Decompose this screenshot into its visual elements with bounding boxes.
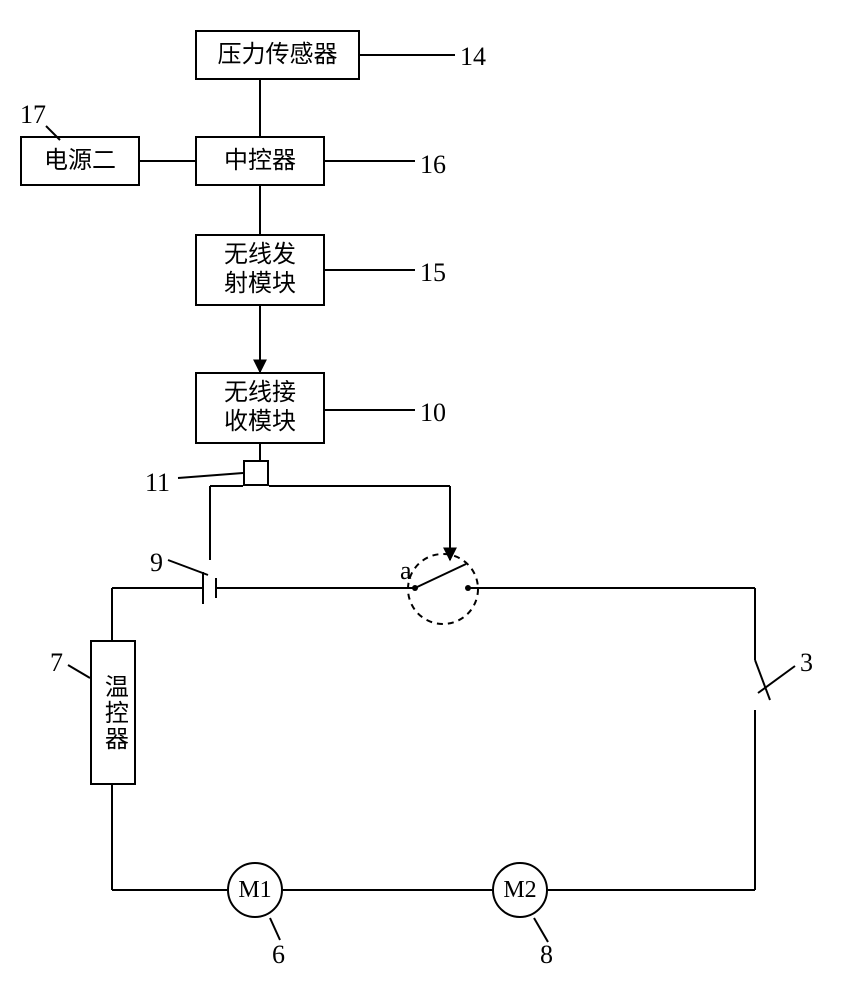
tx-module-box: 无线发 射模块 [195,234,325,306]
rx-module-box: 无线接 收模块 [195,372,325,444]
label-14: 14 [460,42,486,72]
pressure-sensor-box: 压力传感器 [195,30,360,80]
label-17: 17 [20,100,46,130]
label-9: 9 [150,548,163,578]
thermostat-box: 温控器 [90,640,136,785]
motor-m1: M1 [227,862,283,918]
pressure-sensor-label: 压力传感器 [218,41,338,70]
label-10: 10 [420,398,446,428]
label-7: 7 [50,648,63,678]
label-15: 15 [420,258,446,288]
power2-box: 电源二 [20,136,140,186]
label-6: 6 [272,940,285,970]
diagram-canvas: 压力传感器 中控器 电源二 无线发 射模块 无线接 收模块 温控器 M1 M2 … [0,0,843,1000]
label-3: 3 [800,648,813,678]
label-8: 8 [540,940,553,970]
tx-module-label: 无线发 射模块 [224,241,296,299]
label-11: 11 [145,468,170,498]
motor-m1-label: M1 [238,877,271,904]
controller-box: 中控器 [195,136,325,186]
label-16: 16 [420,150,446,180]
motor-m2: M2 [492,862,548,918]
rx-module-label: 无线接 收模块 [224,379,296,437]
thermostat-label: 温控器 [99,674,128,752]
power2-label: 电源二 [44,147,116,176]
switch-control-box [243,460,269,486]
label-a: a [400,556,412,586]
controller-label: 中控器 [224,147,296,176]
motor-m2-label: M2 [503,877,536,904]
